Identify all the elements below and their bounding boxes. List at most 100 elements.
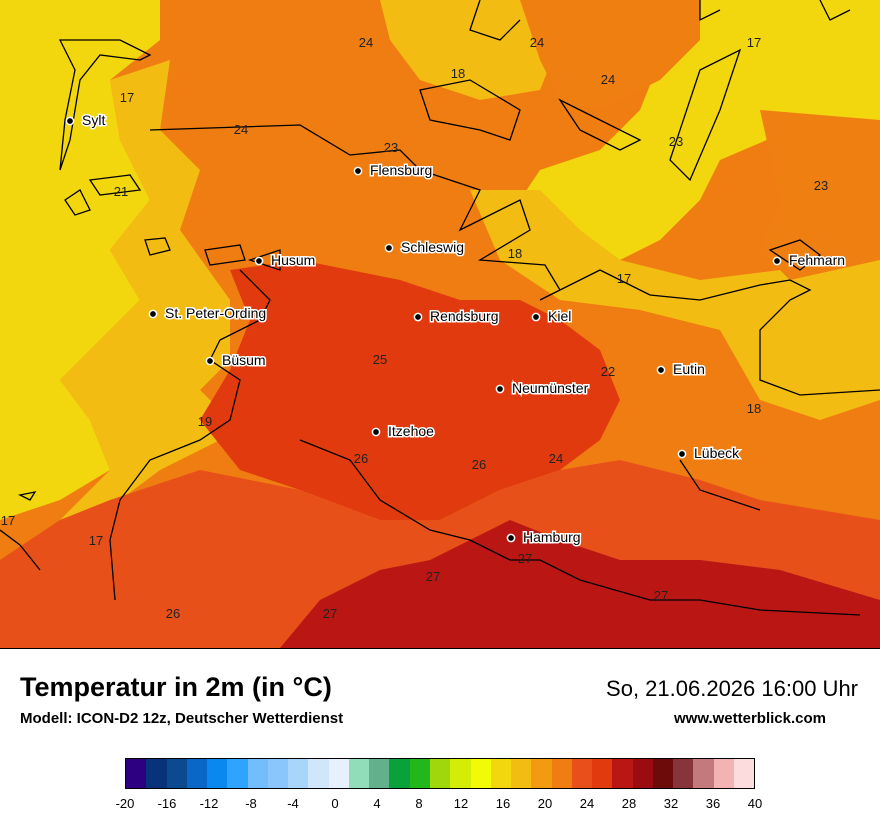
city-label: Kiel <box>548 308 571 324</box>
color-scale-cell <box>693 759 714 788</box>
color-scale-cell <box>186 759 208 788</box>
isotherm-labels: 24 24 17 18 24 17 24 23 23 21 23 18 17 25 22 19 18 26 26 24… <box>1 35 828 621</box>
isotherm-label: 26 <box>166 606 180 621</box>
city-label: Itzehoe <box>388 423 434 439</box>
city-dot <box>205 356 215 366</box>
coastlines <box>0 0 880 616</box>
color-scale-cell <box>632 759 653 788</box>
isotherm-label: 26 <box>354 451 368 466</box>
city-label: St. Peter-Ording <box>165 305 266 321</box>
color-scale-tick: 0 <box>331 796 339 811</box>
city-label: Büsum <box>222 352 266 368</box>
city-label: Sylt <box>82 112 105 128</box>
city-dot <box>677 449 687 459</box>
temp-field-23-top <box>520 0 700 110</box>
color-scale-bar <box>125 758 755 789</box>
color-scale-cell <box>733 759 755 788</box>
color-scale-cell <box>409 759 430 788</box>
city-dot <box>531 312 541 322</box>
isotherm-label: 26 <box>472 457 486 472</box>
color-scale-cell <box>592 759 613 788</box>
color-scale-cell <box>652 759 674 788</box>
city-marker-kiel[interactable]: Kiel <box>531 307 573 326</box>
city-marker-neum-nster[interactable]: Neumünster <box>495 379 590 398</box>
isotherm-label: 17 <box>617 271 631 286</box>
color-scale-cell <box>511 759 532 788</box>
color-scale-cell <box>389 759 410 788</box>
temp-field-17-baltic <box>520 0 880 280</box>
isotherm-label: 24 <box>359 35 373 50</box>
isotherm-label: 24 <box>549 451 563 466</box>
color-scale-tick: 36 <box>705 796 721 811</box>
city-label: Eutin <box>673 361 705 377</box>
color-scale-cell <box>673 759 694 788</box>
isotherm-label: 23 <box>384 140 398 155</box>
color-scale-tick: 8 <box>415 796 423 811</box>
city-marker-husum[interactable]: Husum <box>254 251 317 270</box>
isotherm-label: 17 <box>120 90 134 105</box>
color-scale-cell <box>450 759 471 788</box>
isotherm-label: 22 <box>601 364 615 379</box>
color-scale-cell <box>470 759 491 788</box>
city-marker-rendsburg[interactable]: Rendsburg <box>413 307 500 326</box>
color-scale-tick: -20 <box>115 796 135 811</box>
isotherm-label: 24 <box>234 122 248 137</box>
color-scale-tick: -12 <box>199 796 219 811</box>
city-marker-schleswig[interactable]: Schleswig <box>384 238 466 257</box>
isotherm-label: 18 <box>747 401 761 416</box>
color-scale-tick: 24 <box>579 796 595 811</box>
isotherm-label: 17 <box>89 533 103 548</box>
city-marker-hamburg[interactable]: Hamburg <box>506 528 582 547</box>
city-label: Neumünster <box>512 380 589 396</box>
isotherm-label: 27 <box>426 569 440 584</box>
isotherm-label: 21 <box>114 184 128 199</box>
temperature-map[interactable]: 24 24 17 18 24 17 24 23 23 21 23 18 17 25 22 19 18 26 26 24… <box>0 0 880 649</box>
city-marker-eutin[interactable]: Eutin <box>656 360 706 379</box>
isotherm-label: 23 <box>814 178 828 193</box>
isotherm-label: 27 <box>654 588 668 603</box>
city-markers: Sylt Flensburg Husum Schleswig Fehmarn St. Pe… <box>65 111 847 547</box>
city-marker-fehmarn[interactable]: Fehmarn <box>772 251 847 270</box>
color-scale-tick: 28 <box>621 796 637 811</box>
city-marker-itzehoe[interactable]: Itzehoe <box>371 422 436 441</box>
color-scale-tick: 40 <box>747 796 763 811</box>
map-title: Temperatur in 2m (in °C) <box>20 672 332 702</box>
city-dot <box>656 365 666 375</box>
color-scale-cell <box>166 759 187 788</box>
temp-field-26-central <box>200 260 620 520</box>
color-scale-ticks: -20 -16 -12 -8 -4 0 4 8 12 16 20 24 28 32 36 40 <box>0 796 880 816</box>
city-dot <box>772 256 782 266</box>
isotherm-label: 19 <box>198 414 212 429</box>
city-marker-sylt[interactable]: Sylt <box>65 111 107 130</box>
isotherm-label: 17 <box>747 35 761 50</box>
city-label: Rendsburg <box>430 308 499 324</box>
city-marker-flensburg[interactable]: Flensburg <box>353 161 434 180</box>
color-scale-cell <box>571 759 593 788</box>
map-svg: 24 24 17 18 24 17 24 23 23 21 23 18 17 25 22 19 18 26 26 24… <box>0 0 880 648</box>
isotherm-label: 25 <box>373 352 387 367</box>
website-link[interactable]: www.wetterblick.com <box>674 710 826 727</box>
city-label: Flensburg <box>370 162 432 178</box>
color-scale-cell <box>267 759 289 788</box>
city-label: Schleswig <box>401 239 464 255</box>
color-scale-cell <box>146 759 167 788</box>
color-scale-tick: 32 <box>663 796 679 811</box>
isotherm-label: 18 <box>451 66 465 81</box>
city-label: Lübeck <box>694 445 740 461</box>
color-scale-cell <box>551 759 572 788</box>
color-scale-cell <box>227 759 248 788</box>
color-scale-cell <box>490 759 512 788</box>
color-scale-cell <box>348 759 370 788</box>
color-scale-cell <box>713 759 734 788</box>
city-dot <box>413 312 423 322</box>
isotherm-label: 24 <box>601 72 615 87</box>
temp-field-17-northsea <box>0 0 160 520</box>
city-marker-l-beck[interactable]: Lübeck <box>677 444 742 463</box>
city-marker-b-sum[interactable]: Büsum <box>205 351 267 370</box>
color-scale-cell <box>288 759 309 788</box>
city-dot <box>495 384 505 394</box>
color-scale-cell <box>531 759 552 788</box>
color-scale-tick: 20 <box>537 796 553 811</box>
color-scale-tick: -16 <box>157 796 177 811</box>
city-marker-st-peter-ording[interactable]: St. Peter-Ording <box>148 304 268 323</box>
